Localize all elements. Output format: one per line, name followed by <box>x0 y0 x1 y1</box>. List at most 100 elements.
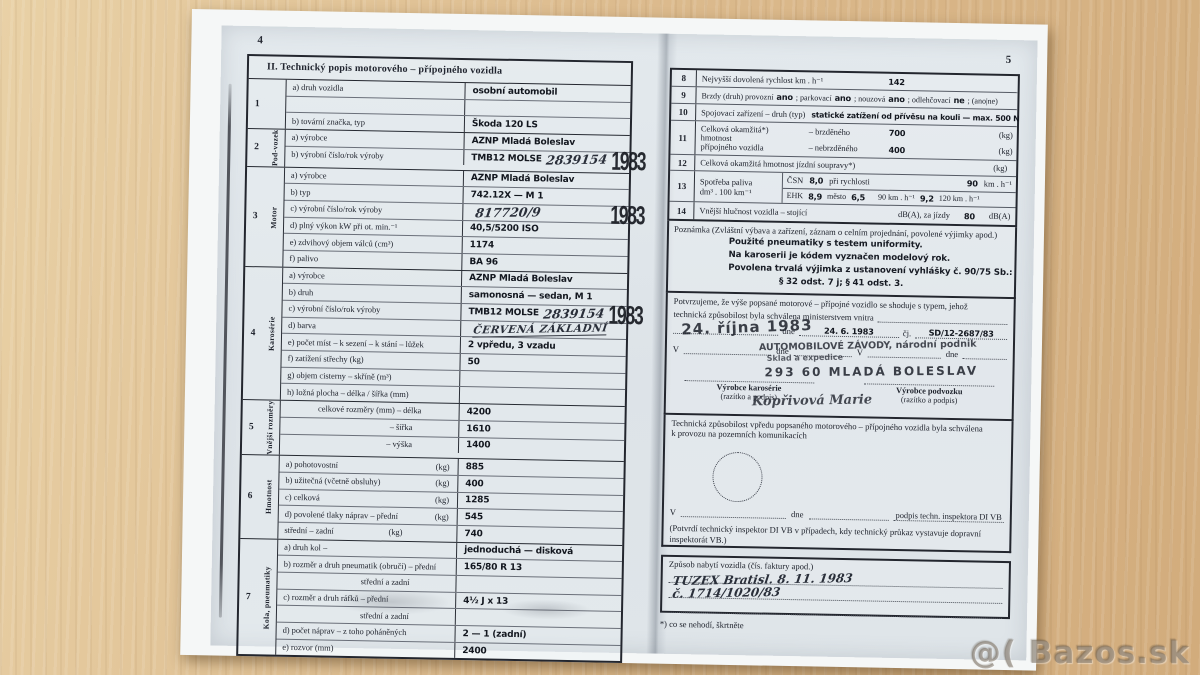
row-number: 11 <box>670 120 697 155</box>
row-label: – nebrzděného <box>808 143 858 154</box>
row-value-cell: Škoda 120 LS <box>463 116 631 136</box>
row-label: e) zdvihový objem válců (cm³) <box>289 237 394 249</box>
row-label-cell: f) zatížení střechy (kg) <box>282 354 460 366</box>
section-number: 7 <box>245 591 251 602</box>
row-label: dm³ . 100 km⁻¹ <box>699 186 752 197</box>
row-label: b) rozměr a druh pneumatik (obručí) – př… <box>283 559 437 572</box>
row-value-cell: 50 <box>459 354 626 373</box>
section-number: 3 <box>252 211 258 222</box>
table-row: 11 Celková okamžitá*) hmotnost přípojnéh… <box>670 119 1017 161</box>
section-rows: a) výrobce AZNP Mladá Boleslav b) typ 742.1… <box>282 167 645 273</box>
page-number-left: 4 <box>257 34 264 47</box>
row-value-cell: TMB12 MOLSE 2839154 1983 <box>463 145 646 176</box>
row-value-cell: 400 <box>457 475 624 495</box>
typed-value: 8,0 <box>809 175 824 186</box>
table-section: 5 Vnější rozměry celkové rozměry (mm) – dé… <box>241 399 625 462</box>
row-label-cell: e) rozvor (mm) <box>276 643 454 655</box>
typed-value: 90 <box>966 178 978 189</box>
row-value-cell: ČERVENÁ ZÁKLADNÍ <box>460 320 627 340</box>
row-label: h) ložná plocha – délka / šířka (mm) <box>286 387 409 399</box>
standard-label: EHK <box>786 191 804 201</box>
section-vertical-label: Motor <box>269 205 279 228</box>
dne-label: dne <box>790 509 804 520</box>
typed-value: 400 <box>888 144 906 155</box>
dotted-line <box>877 312 1008 325</box>
row-unit: (kg) <box>435 478 450 489</box>
row-number: 12 <box>670 154 696 171</box>
unit-label: dB(A) <box>988 211 1011 222</box>
row-label: a) druh vozidla <box>292 83 344 94</box>
left-table-sections: 1 a) druh vozidla osobní automobil b) továr… <box>238 79 646 662</box>
dne-label: dne <box>945 348 959 360</box>
row-number: 14 <box>669 201 695 220</box>
row-label: d) povolené tlaky náprav – přední <box>284 509 399 521</box>
row-label: d) počet náprav – z toho poháněných <box>282 626 407 638</box>
row-unit: (kg) <box>388 527 403 538</box>
row-label: střední a zadní <box>360 577 410 588</box>
binding-crease <box>218 83 232 618</box>
v-label: V <box>672 343 680 354</box>
row-label: ; odlehčovací <box>907 94 951 105</box>
row-label: e) rozvor (mm) <box>282 642 334 653</box>
row-label-cell: a) druh kol – <box>278 543 456 555</box>
note-lines: Použité pneumatiky s testem uniformity. … <box>668 235 1015 293</box>
typed-value: 1400 <box>465 440 491 451</box>
handwritten-value: 2839154 <box>545 151 609 168</box>
row-label: c) výrobní číslo/rok výroby <box>288 304 381 315</box>
row-label-cell: a) výrobce <box>286 133 464 145</box>
row-label-cell: b) užitečná (včetně obsluhy) (kg) <box>279 476 457 488</box>
row-value-cell: 1174 <box>461 237 628 256</box>
row-label: a) výrobce <box>290 170 327 181</box>
row-label: Celková okamžitá hmotnost jízdní souprav… <box>700 158 856 171</box>
vehicle-document: 4 II. Technický popis motorového – přípo… <box>210 25 1038 664</box>
typed-value: samonosná — sedan, M 1 <box>468 290 593 303</box>
table-section: 6 Hmotnost a) pohotovostní (kg) 885 b) užiteč… <box>240 454 624 545</box>
row-label: b) typ <box>290 187 311 197</box>
row-value-cell <box>458 387 626 407</box>
row-value-cell: 545 <box>456 509 623 528</box>
row-number: 10 <box>671 103 697 121</box>
row-label: a) výrobce <box>289 270 325 281</box>
row-label: střední – zadní <box>284 526 334 536</box>
row-unit: (kg) <box>435 495 450 505</box>
row-value-cell: jednoduchá — disková <box>455 542 623 562</box>
row-value-cell: TMB12 MOLSE 2839154 1983 <box>460 300 643 330</box>
technical-description-table: II. Technický popis motorového – přípojn… <box>236 54 646 664</box>
dotted-line <box>808 509 889 521</box>
table-section: 3 Motor a) výrobce AZNP Mladá Boleslav b) ty… <box>245 165 645 273</box>
row-label: f) zatížení střechy (kg) <box>287 354 364 365</box>
row-label: a) pohotovostní <box>285 459 339 470</box>
row-label-cell: a) výrobce <box>285 171 463 183</box>
row-label: – brzděného <box>808 127 851 137</box>
row-label: b) tovární značka, typ <box>291 116 366 127</box>
section-vertical-label: Pod-vozek <box>270 129 280 167</box>
handwritten-signature: Kopřivová Marie <box>751 392 873 410</box>
section-rows: a) pohotovostní (kg) 885 b) užitečná (včetn… <box>277 455 624 545</box>
row-value-cell: 4200 <box>458 404 625 423</box>
row-label-cell: d) barva <box>282 321 460 333</box>
cj-label: čj. <box>902 328 912 339</box>
row-value-cell: BA 96 <box>461 253 628 273</box>
row-label: přípojného vozidla <box>700 142 764 153</box>
row-label-cell: e) zdvihový objem válců (cm³) <box>284 237 462 249</box>
stamp-signature-label: (razítko a podpis) <box>900 395 958 406</box>
row-value-cell: AZNP Mladá Boleslav <box>460 270 628 290</box>
section-vertical-label <box>266 79 286 128</box>
typed-value: 2400 <box>462 645 487 657</box>
row-value-cell: 740 <box>456 525 623 545</box>
dotted-line <box>680 507 787 519</box>
round-stamp-placeholder <box>712 451 763 503</box>
table-section: 2 Pod-vozek a) výrobce AZNP Mladá Boleslav b… <box>247 128 646 176</box>
typed-value: 50 <box>467 357 480 368</box>
row-label-cell: d) počet náprav – z toho poháněných <box>277 626 455 638</box>
row-value-cell: 165/80 R 13 <box>455 559 622 578</box>
typed-value: 1285 <box>464 495 490 506</box>
year-stamp: 1983 <box>611 145 646 177</box>
typed-value: 40,5/5200 ISO <box>469 223 539 235</box>
row-label-cell: e) počet míst – k sezení – k stání – lůž… <box>282 337 460 349</box>
typed-value: 2 vpředu, 3 vzadu <box>467 340 556 352</box>
typed-value: 545 <box>464 512 484 523</box>
unit-label: (kg) <box>998 147 1013 157</box>
section-number: 5 <box>248 422 254 433</box>
section-rows: a) výrobce AZNP Mladá Boleslav b) výrobní … <box>284 129 646 176</box>
